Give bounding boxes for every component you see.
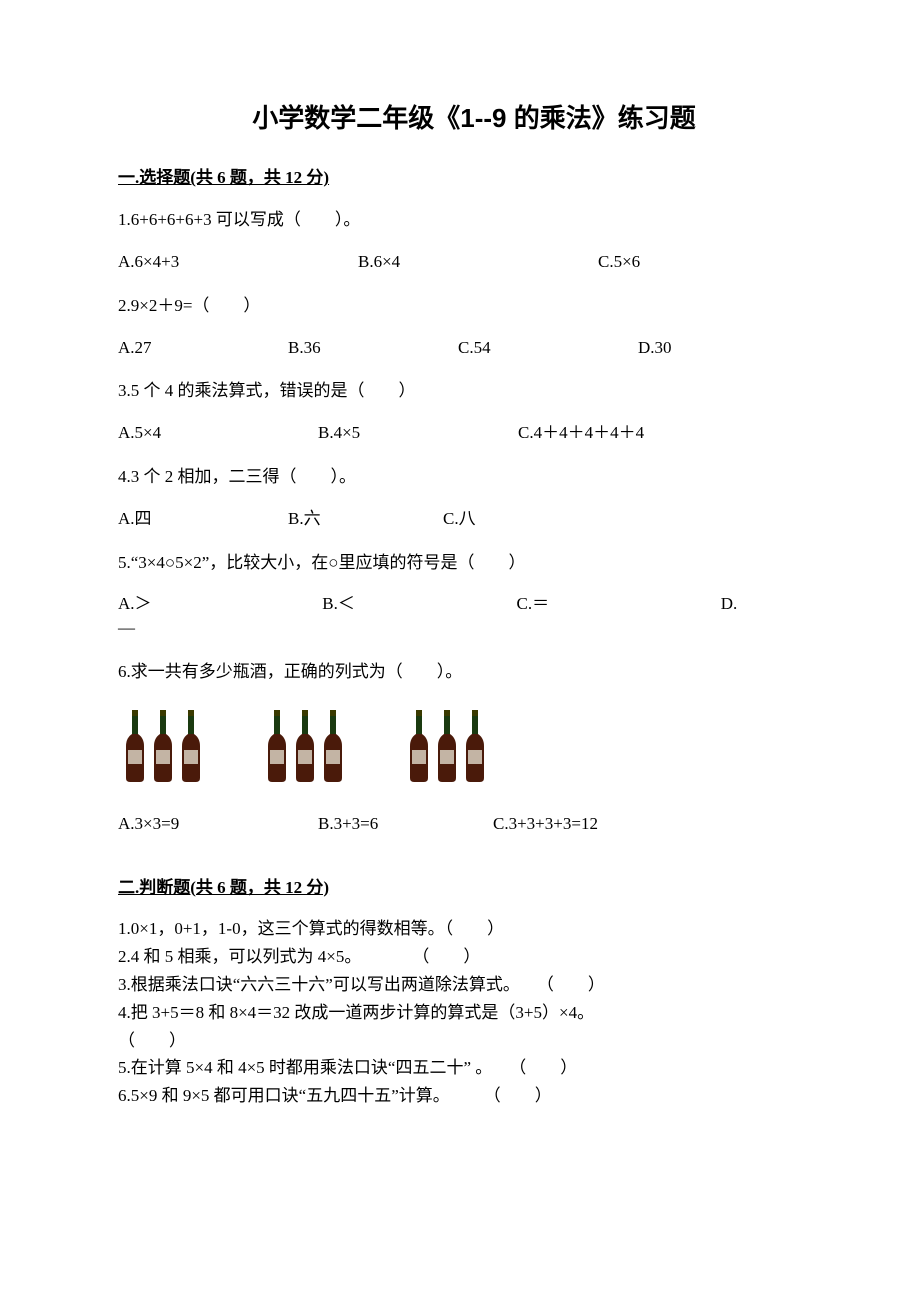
bottle-icon xyxy=(292,710,318,782)
q4-opt-b: B.六 xyxy=(288,507,443,531)
question-3: 3.5 个 4 的乘法算式，错误的是（ ） A.5×4 B.4×5 C.4＋4＋… xyxy=(118,379,830,445)
q3-opt-b: B.4×5 xyxy=(318,421,518,445)
q6-options: A.3×3=9 B.3+3=6 C.3+3+3+3=12 xyxy=(118,812,830,836)
judge-5: 5.在计算 5×4 和 4×5 时都用乘法口诀“四五二十” 。 （ ） xyxy=(118,1056,830,1080)
q6-opt-a: A.3×3=9 xyxy=(118,812,318,836)
q2-options: A.27 B.36 C.54 D.30 xyxy=(118,336,830,360)
q5-opt-b: B.＜ xyxy=(322,592,512,616)
bottle-icon xyxy=(434,710,460,782)
judge-list: 1.0×1，0+1，1-0，这三个算式的得数相等。（ ） 2.4 和 5 相乘，… xyxy=(118,917,830,1108)
bottle-icon xyxy=(462,710,488,782)
q3-stem: 3.5 个 4 的乘法算式，错误的是（ ） xyxy=(118,379,830,403)
question-6: 6.求一共有多少瓶酒，正确的列式为（ ）。 A.3×3=9 B.3+3=6 C.… xyxy=(118,660,830,836)
bottle-icon xyxy=(150,710,176,782)
q1-stem: 1.6+6+6+6+3 可以写成（ ）。 xyxy=(118,208,830,232)
q4-options: A.四 B.六 C.八 xyxy=(118,507,830,531)
q3-options: A.5×4 B.4×5 C.4＋4＋4＋4＋4 xyxy=(118,421,830,445)
q1-opt-b: B.6×4 xyxy=(358,250,598,274)
bottle-icon xyxy=(178,710,204,782)
q4-stem: 4.3 个 2 相加，二三得（ ）。 xyxy=(118,465,830,489)
q5-opt-d-tail: — xyxy=(118,618,135,637)
bottle-group xyxy=(264,710,346,782)
question-4: 4.3 个 2 相加，二三得（ ）。 A.四 B.六 C.八 xyxy=(118,465,830,531)
q2-opt-a: A.27 xyxy=(118,336,288,360)
q2-opt-b: B.36 xyxy=(288,336,458,360)
bottle-figure xyxy=(122,710,830,782)
q6-opt-b: B.3+3=6 xyxy=(318,812,493,836)
q4-opt-c: C.八 xyxy=(443,507,593,531)
judge-1: 1.0×1，0+1，1-0，这三个算式的得数相等。（ ） xyxy=(118,917,830,941)
q1-opt-c: C.5×6 xyxy=(598,250,798,274)
q1-opt-a: A.6×4+3 xyxy=(118,250,358,274)
bottle-icon xyxy=(264,710,290,782)
q6-opt-c: C.3+3+3+3=12 xyxy=(493,812,713,836)
bottle-group xyxy=(122,710,204,782)
question-1: 1.6+6+6+6+3 可以写成（ ）。 A.6×4+3 B.6×4 C.5×6 xyxy=(118,208,830,274)
section-choice-header: 一.选择题(共 6 题，共 12 分) xyxy=(118,166,830,190)
judge-2: 2.4 和 5 相乘，可以列式为 4×5。 （ ） xyxy=(118,945,830,969)
bottle-group xyxy=(406,710,488,782)
judge-6: 6.5×9 和 9×5 都可用口诀“五九四十五”计算。 （ ） xyxy=(118,1084,830,1108)
bottle-icon xyxy=(122,710,148,782)
q2-stem: 2.9×2＋9=（ ） xyxy=(118,294,830,318)
q5-opt-d: D. xyxy=(721,592,738,616)
bottle-icon xyxy=(406,710,432,782)
judge-3: 3.根据乘法口诀“六六三十六”可以写出两道除法算式。 （ ） xyxy=(118,973,830,997)
q6-stem: 6.求一共有多少瓶酒，正确的列式为（ ）。 xyxy=(118,660,830,684)
worksheet-page: 小学数学二年级《1--9 的乘法》练习题 一.选择题(共 6 题，共 12 分)… xyxy=(0,0,920,1172)
q5-opt-c: C.＝ xyxy=(517,592,717,616)
q5-opt-a: A.＞ xyxy=(118,592,318,616)
judge-4-line2: （ ） xyxy=(118,1029,830,1053)
q1-options: A.6×4+3 B.6×4 C.5×6 xyxy=(118,250,830,274)
q3-opt-c: C.4＋4＋4＋4＋4 xyxy=(518,421,758,445)
bottle-icon xyxy=(320,710,346,782)
q4-opt-a: A.四 xyxy=(118,507,288,531)
q5-stem: 5.“3×4○5×2”，比较大小，在○里应填的符号是（ ） xyxy=(118,551,830,575)
question-2: 2.9×2＋9=（ ） A.27 B.36 C.54 D.30 xyxy=(118,294,830,360)
q2-opt-d: D.30 xyxy=(638,336,758,360)
page-title: 小学数学二年级《1--9 的乘法》练习题 xyxy=(118,100,830,136)
section-judge-header: 二.判断题(共 6 题，共 12 分) xyxy=(118,876,830,900)
q3-opt-a: A.5×4 xyxy=(118,421,318,445)
q5-options: A.＞ B.＜ C.＝ D. — xyxy=(118,592,830,640)
question-5: 5.“3×4○5×2”，比较大小，在○里应填的符号是（ ） A.＞ B.＜ C.… xyxy=(118,551,830,640)
q2-opt-c: C.54 xyxy=(458,336,638,360)
judge-4-line1: 4.把 3+5＝8 和 8×4＝32 改成一道两步计算的算式是（3+5）×4。 xyxy=(118,1001,830,1025)
